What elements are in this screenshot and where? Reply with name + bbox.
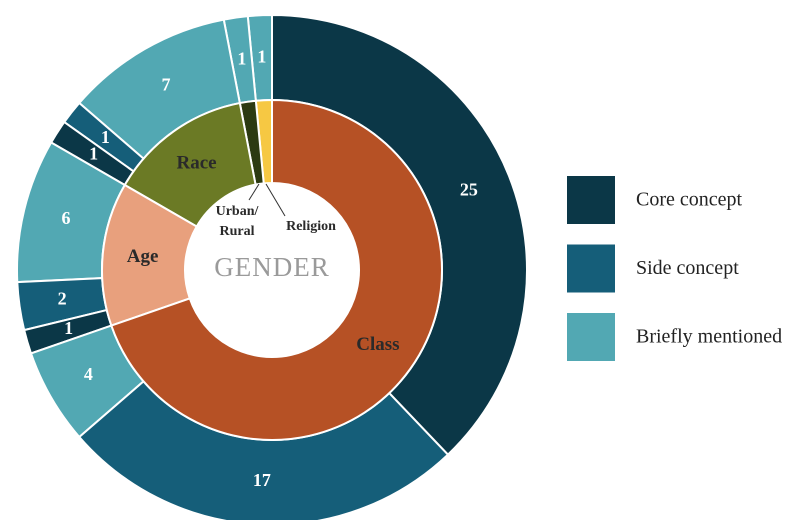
outer-label: 2 — [58, 288, 67, 308]
outer-label: 1 — [89, 144, 98, 164]
legend-label: Briefly mentioned — [636, 326, 782, 348]
legend-label: Side concept — [636, 257, 739, 279]
inner-segment — [101, 183, 199, 327]
legend-swatch — [567, 244, 615, 293]
outer-label: 4 — [84, 364, 93, 384]
inner-segment — [110, 98, 443, 441]
inner-label: Race — [177, 152, 217, 173]
outer-label: 1 — [64, 318, 73, 338]
outer-label: 25 — [460, 179, 478, 199]
outer-label: 6 — [61, 208, 70, 228]
leader-line — [265, 183, 286, 217]
inner-label: Age — [127, 246, 159, 267]
leader-line — [248, 183, 260, 201]
outer-label: 7 — [162, 75, 171, 95]
legend-swatch — [567, 313, 615, 361]
inner-label: Class — [356, 334, 399, 355]
inner-label: Religion — [286, 219, 336, 234]
outer-label: 17 — [253, 470, 271, 490]
inner-segment — [123, 101, 257, 228]
inner-label: Urban/ Rural — [215, 204, 259, 239]
center-label: GENDER — [214, 252, 330, 282]
legend-swatch — [567, 176, 615, 224]
outer-label: 1 — [101, 127, 110, 147]
legend-label: Core concept — [636, 189, 743, 211]
outer-label: 1 — [237, 48, 246, 68]
outer-label: 1 — [257, 46, 266, 66]
